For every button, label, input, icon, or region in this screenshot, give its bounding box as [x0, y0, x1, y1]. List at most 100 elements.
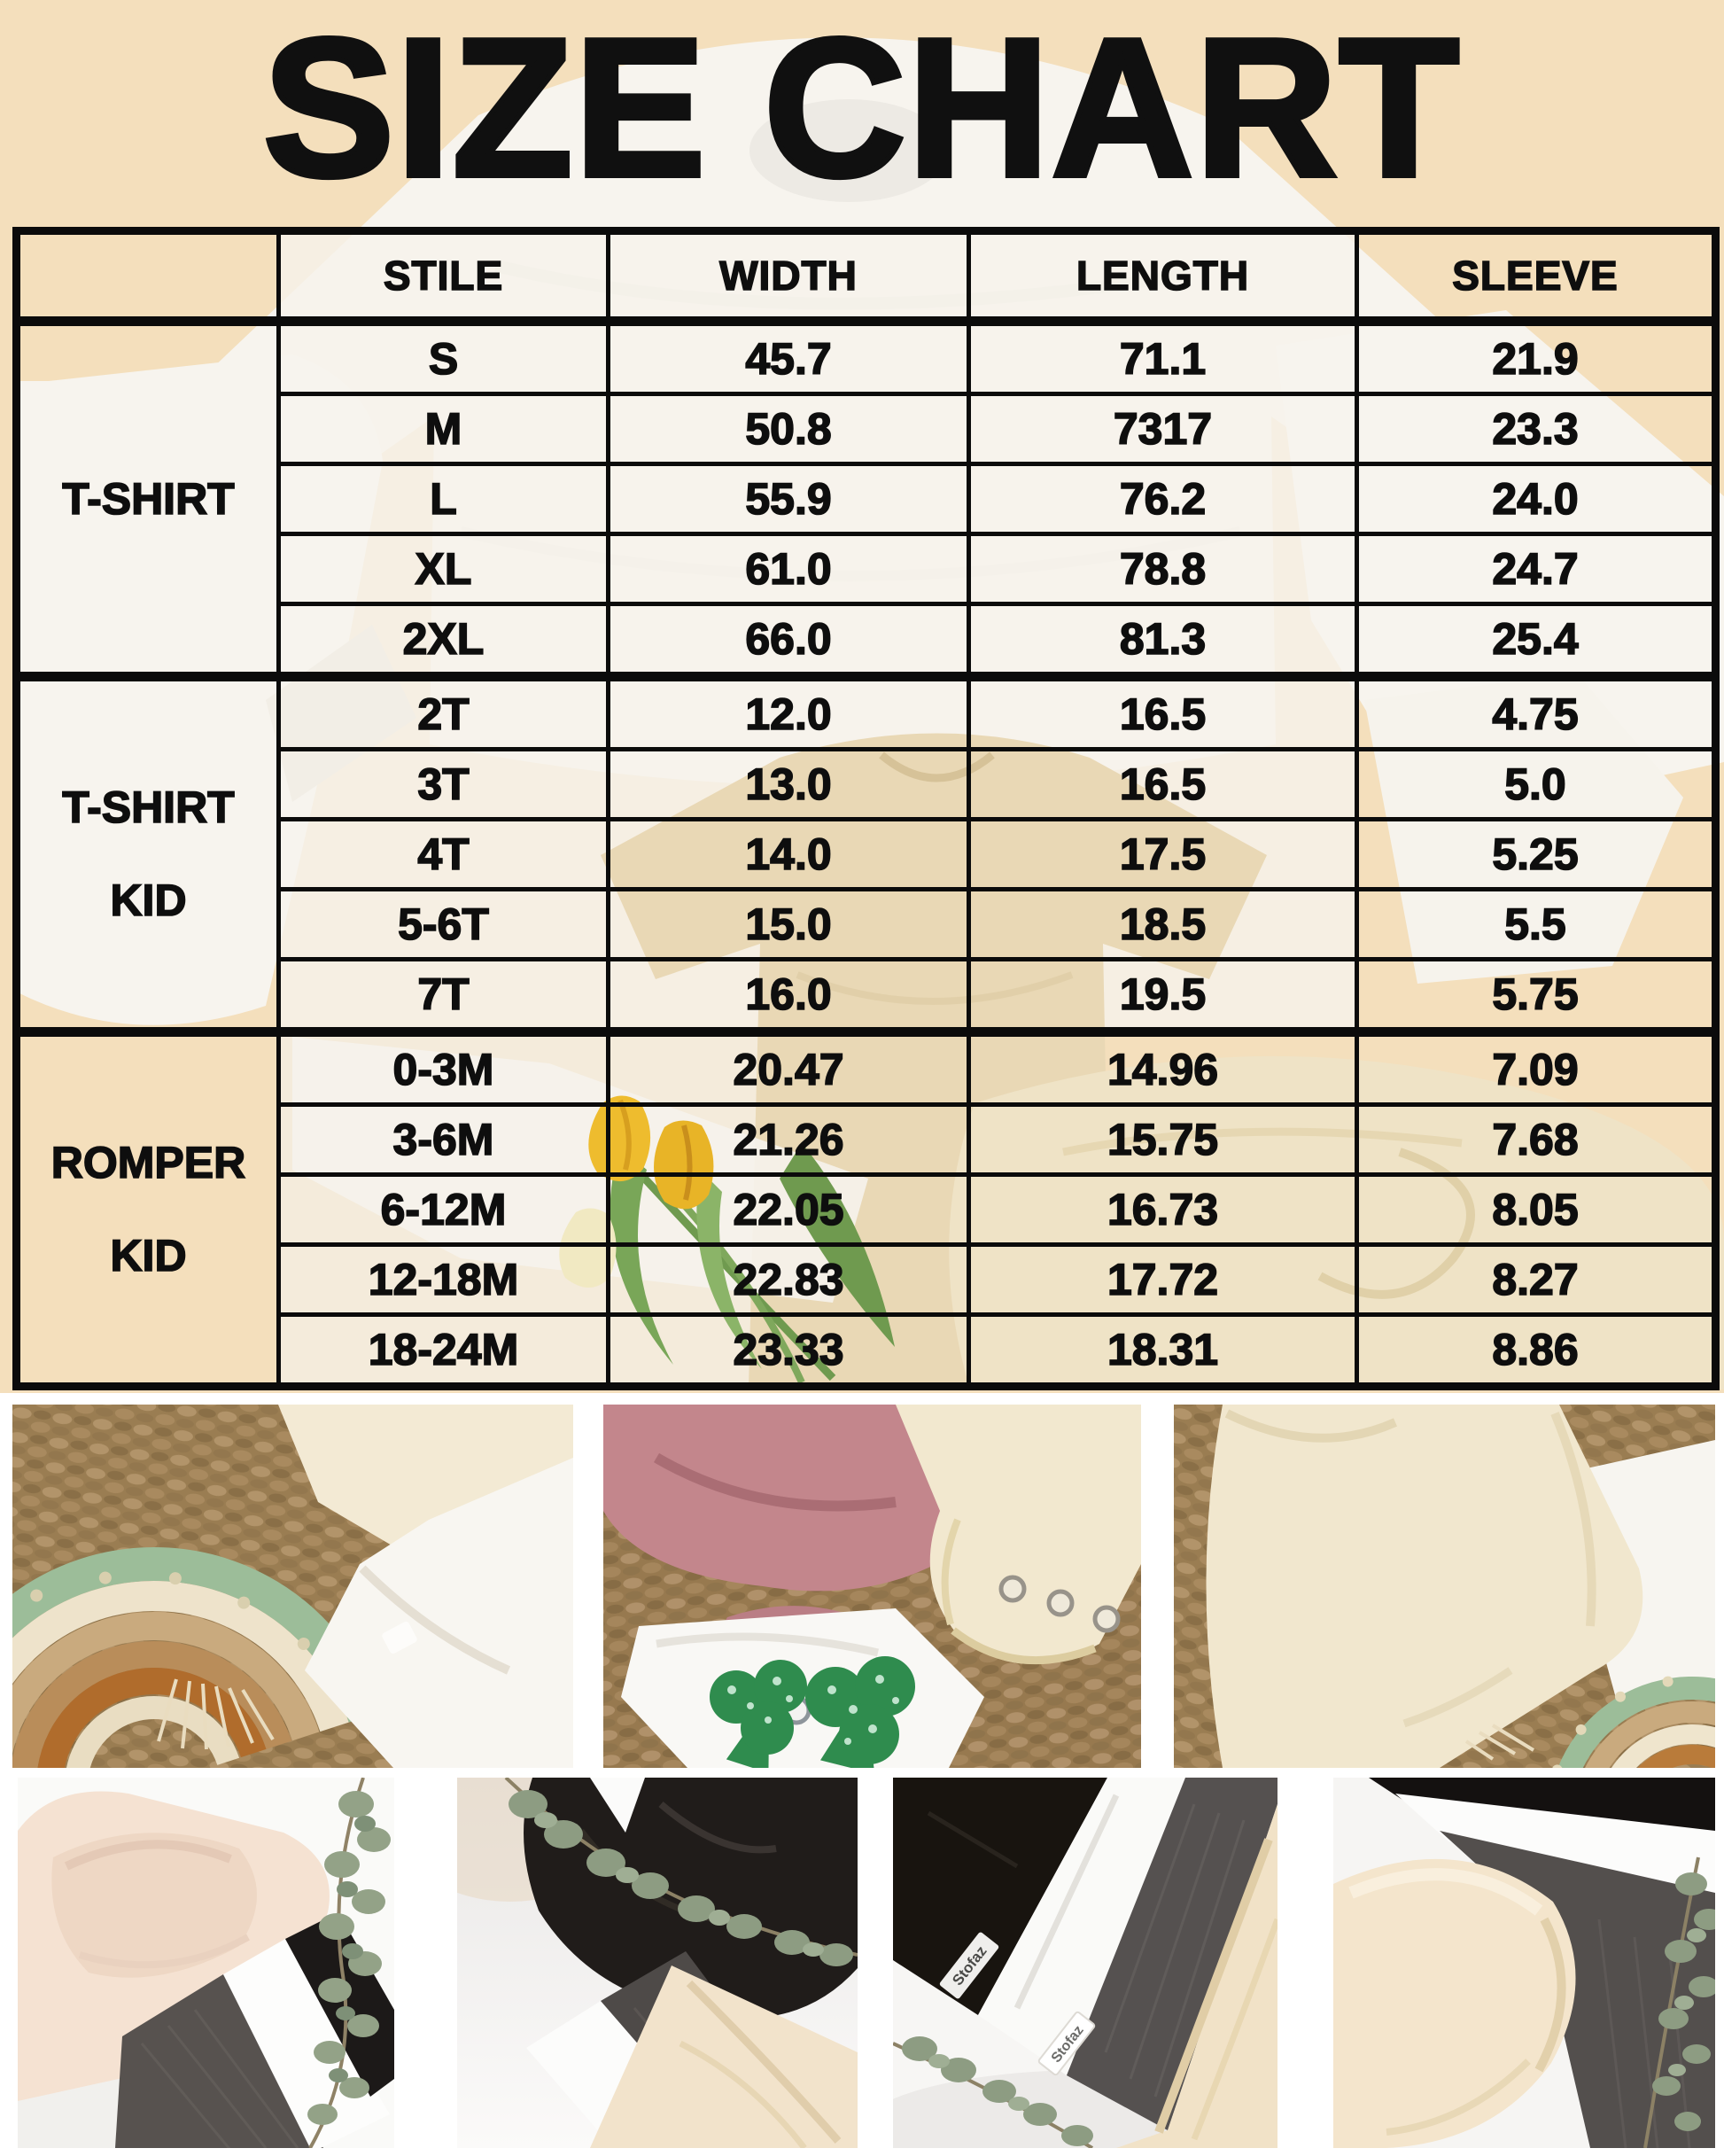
cream-kid-tee — [1206, 1405, 1643, 1768]
white-garment — [305, 1458, 573, 1768]
width-cell: 22.83 — [606, 1242, 971, 1317]
width-cell: 61.0 — [606, 532, 971, 606]
size-cell: 2T — [276, 672, 610, 751]
width-cell: 22.05 — [606, 1172, 971, 1247]
eucalyptus-branch — [1643, 1856, 1715, 2148]
table-row: 12-18M 22.83 17.72 8.27 — [17, 1242, 1718, 1317]
snap-buttons-cream — [998, 1575, 1121, 1633]
eucalyptus-branch — [307, 1778, 391, 2148]
fringe-bunch — [157, 1678, 275, 1750]
sleeve-cell: 24.7 — [1355, 532, 1718, 606]
table-row: 6-12M 22.05 16.73 8.05 — [17, 1172, 1718, 1247]
table-row: T-SHIRT KID 2T 12.0 16.5 4.75 — [14, 672, 1718, 1034]
brand-tag-black: Stofaz — [939, 1932, 999, 1999]
length-cell: 17.72 — [967, 1242, 1359, 1317]
photo-blush-hooded-top — [18, 1778, 394, 2148]
photo-cream-tee-rainbow — [1174, 1405, 1715, 1768]
width-cell: 14.0 — [606, 817, 971, 891]
charcoal-shirt-layer — [1067, 1778, 1277, 2130]
cream-sleeve — [1333, 1858, 1576, 2148]
table-row: XL 61.0 78.8 24.7 — [17, 532, 1718, 606]
size-table: STILE WIDTH LENGTH SLEEVE T-SHIRT S 45.7… — [12, 227, 1720, 1390]
size-cell: 4T — [276, 817, 610, 891]
charcoal-sleeve — [115, 1974, 323, 2148]
size-cell: 7T — [276, 957, 610, 1034]
length-cell: 16.5 — [967, 747, 1359, 821]
sleeve-cell: 8.86 — [1355, 1312, 1718, 1389]
table-row: M 50.8 7317 23.3 — [17, 392, 1718, 466]
sleeve-cell: 24.0 — [1355, 462, 1718, 536]
table-row: 18-24M 23.33 18.31 8.86 — [17, 1312, 1718, 1389]
table-row: 4T 14.0 17.5 5.25 — [17, 817, 1718, 891]
fringe-wisps — [1464, 1724, 1535, 1761]
width-cell: 66.0 — [606, 602, 971, 679]
shamrock-icon — [710, 1656, 915, 1768]
category-romper-kid: ROMPER KID — [14, 1027, 281, 1389]
header-stile: STILE — [276, 229, 610, 325]
header-length: LENGTH — [967, 229, 1359, 325]
size-cell: 6-12M — [276, 1172, 610, 1247]
photo-rainbow-garments-image — [12, 1405, 573, 1768]
eucalyptus-branch — [504, 1778, 858, 1966]
sleeve-cell: 7.09 — [1355, 1027, 1718, 1107]
pompom-trim — [1551, 1676, 1674, 1768]
cream-shirt-layer — [1116, 1804, 1277, 2148]
sleeve-cell: 25.4 — [1355, 602, 1718, 679]
black-fabric — [285, 1912, 394, 2097]
header-category — [14, 229, 281, 325]
size-cell: 2XL — [276, 602, 610, 679]
length-cell: 18.5 — [967, 887, 1359, 961]
cream-garment — [278, 1405, 573, 1546]
photo-blush-hooded-top-image — [18, 1778, 394, 2148]
width-cell: 15.0 — [606, 887, 971, 961]
table-row: 7T 16.0 19.5 5.75 — [17, 957, 1718, 1034]
size-cell: 3-6M — [276, 1102, 610, 1177]
photo-stacked-shirts-tags: Stofaz Stofaz — [893, 1778, 1277, 2148]
length-cell: 81.3 — [967, 602, 1359, 679]
cream-romper — [896, 1405, 1141, 1665]
length-cell: 17.5 — [967, 817, 1359, 891]
header-width: WIDTH — [606, 229, 971, 325]
brand-tag — [382, 1621, 417, 1654]
width-cell: 16.0 — [606, 957, 971, 1034]
table-row: T-SHIRT S 45.7 71.1 21.9 — [14, 316, 1718, 679]
table-row: 3-6M 21.26 15.75 7.68 — [17, 1102, 1718, 1177]
photo-rainbow-garments — [12, 1405, 573, 1768]
length-cell: 71.1 — [967, 316, 1359, 396]
length-cell: 16.5 — [967, 672, 1359, 751]
shamrock-dots — [727, 1675, 899, 1745]
sleeve-cell: 4.75 — [1355, 672, 1718, 751]
sleeve-cell: 8.05 — [1355, 1172, 1718, 1247]
photo-cream-tee-rainbow-image — [1174, 1405, 1715, 1768]
table-row: ROMPER KID 0-3M 20.47 14.96 7.09 — [14, 1027, 1718, 1389]
photo-rompers-shamrocks — [603, 1405, 1141, 1768]
width-cell: 45.7 — [606, 316, 971, 396]
photo-cream-sleeve-image — [1333, 1778, 1715, 2148]
collar-rib — [359, 1565, 511, 1675]
table-row: 2XL 66.0 81.3 25.4 — [17, 602, 1718, 679]
length-cell: 14.96 — [967, 1027, 1359, 1107]
length-cell: 19.5 — [967, 957, 1359, 1034]
header-sleeve: SLEEVE — [1355, 229, 1718, 325]
pompom-trim — [30, 1571, 310, 1651]
photo-black-garment-eucalyptus — [457, 1778, 858, 2148]
white-shirt-layer — [978, 1778, 1185, 2075]
table-row: L 55.9 76.2 24.0 — [17, 462, 1718, 536]
length-cell: 15.75 — [967, 1102, 1359, 1177]
eucalyptus-branch — [893, 2036, 1094, 2148]
header-row: STILE WIDTH LENGTH SLEEVE — [14, 229, 1718, 325]
black-shirt-layer — [893, 1778, 1107, 2015]
size-cell: L — [276, 462, 610, 536]
sleeve-cell: 8.27 — [1355, 1242, 1718, 1317]
length-cell: 7317 — [967, 392, 1359, 466]
category-tshirt: T-SHIRT — [14, 316, 281, 679]
size-cell: 0-3M — [276, 1027, 610, 1107]
length-cell: 16.73 — [967, 1172, 1359, 1247]
width-cell: 23.33 — [606, 1312, 971, 1389]
width-cell: 55.9 — [606, 462, 971, 536]
chart-section: SIZE CHART STILE WIDTH LENGTH SLEEVE T-S… — [0, 0, 1724, 1393]
sleeve-cell: 23.3 — [1355, 392, 1718, 466]
sleeve-cell: 5.75 — [1355, 957, 1718, 1034]
category-tshirt-kid: T-SHIRT KID — [14, 672, 281, 1034]
